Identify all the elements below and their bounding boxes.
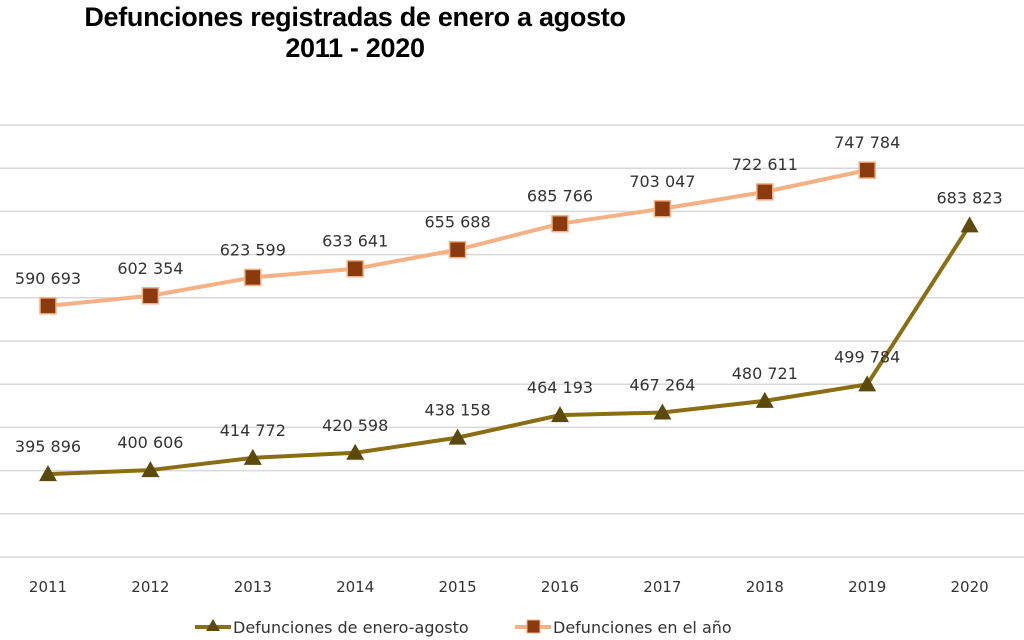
data-point-marker: [39, 465, 57, 482]
data-label: 395 896: [15, 437, 81, 456]
legend-item: Defunciones en el año: [515, 618, 732, 637]
data-label: 414 772: [220, 421, 286, 440]
legend-label: Defunciones en el año: [553, 618, 732, 637]
data-label: 467 264: [629, 375, 695, 394]
legend: Defunciones de enero-agosto Defunciones e…: [195, 618, 732, 637]
x-tick-label: 2016: [541, 578, 579, 596]
data-point-marker: [653, 200, 672, 218]
data-point-marker: [551, 406, 569, 423]
data-point-marker: [243, 448, 262, 465]
x-tick-label: 2020: [951, 578, 989, 596]
chart-title-main: Defunciones registradas de enero a agost…: [84, 2, 626, 32]
data-point-marker: [346, 443, 365, 460]
x-tick-label: 2018: [746, 578, 784, 596]
data-point-marker: [448, 428, 467, 445]
data-label: 420 598: [322, 416, 388, 435]
x-tick-label: 2017: [643, 578, 681, 596]
data-labels: 590 693 602 354 623 599 633 641 655 688 685 7…: [15, 133, 1003, 456]
data-label: 438 158: [425, 401, 491, 420]
data-point-marker: [858, 375, 877, 392]
data-label: 633 641: [322, 232, 388, 251]
data-label: 747 784: [834, 133, 900, 152]
legend-triangle-marker-icon: [206, 619, 220, 631]
data-point-marker: [755, 391, 774, 408]
data-label: 499 784: [834, 347, 900, 366]
data-label: 655 688: [425, 213, 491, 232]
data-label: 400 606: [117, 433, 183, 452]
x-tick-label: 2011: [29, 578, 67, 596]
data-label: 685 766: [527, 187, 593, 206]
gridlines: [0, 124, 1024, 558]
legend-item: Defunciones de enero-agosto: [195, 618, 469, 637]
series-line-anual: [47, 168, 868, 308]
x-tick-label: 2013: [234, 578, 272, 596]
data-label: 703 047: [629, 172, 695, 191]
data-point-marker: [960, 216, 979, 233]
x-axis-ticks: 2011 2012 2013 2014 2015 2016 2017 2018 2019 2020: [29, 578, 989, 596]
x-tick-label: 2012: [131, 578, 169, 596]
series-line-enero-agosto: [47, 224, 972, 477]
data-label: 623 599: [220, 240, 286, 259]
data-label: 464 193: [527, 378, 593, 397]
data-point-marker: [39, 297, 57, 315]
data-label: 590 693: [15, 269, 81, 288]
data-point-marker: [346, 259, 364, 278]
x-tick-label: 2019: [848, 578, 886, 596]
data-point-marker: [551, 214, 569, 233]
data-label: 480 721: [732, 364, 798, 383]
data-label: 722 611: [732, 155, 798, 174]
series-markers: [39, 161, 979, 482]
data-point-marker: [244, 268, 262, 287]
data-point-marker: [756, 183, 774, 201]
series-lines: [47, 168, 972, 477]
data-point-marker: [141, 287, 160, 305]
data-point-marker: [141, 461, 160, 478]
data-label: 602 354: [117, 259, 183, 278]
chart-title: Defunciones registradas de enero a agost…: [0, 2, 710, 64]
x-tick-label: 2015: [439, 578, 477, 596]
data-label: 683 823: [937, 188, 1003, 207]
data-point-marker: [858, 161, 876, 179]
chart-subtitle: 2011 - 2020: [285, 33, 425, 63]
data-point-marker: [448, 240, 467, 259]
data-point-marker: [653, 403, 672, 420]
x-tick-label: 2014: [336, 578, 374, 596]
legend-label: Defunciones de enero-agosto: [233, 618, 469, 637]
legend-square-marker-icon: [526, 619, 541, 634]
